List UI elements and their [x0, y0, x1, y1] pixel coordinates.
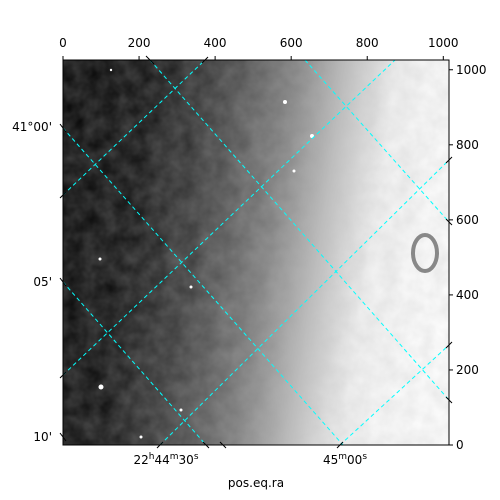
x-tick-label: 800: [356, 36, 379, 50]
frame: [62, 59, 450, 446]
coordinate-grid: [63, 60, 449, 445]
dec-tick-label: 05': [33, 275, 52, 289]
x-tick-label: 400: [204, 36, 227, 50]
ra-tick-label: 22h44m30s: [133, 452, 198, 467]
ra-tick-label: 45m00s: [323, 452, 367, 467]
world-ticks: [59, 55, 453, 449]
x-tick-label: 200: [128, 36, 151, 50]
y-tick-label: 400: [456, 288, 479, 302]
dec-tick-label: 10': [33, 430, 52, 444]
dec-tick-label: 41°00': [12, 120, 52, 134]
x-axis-label: pos.eq.ra: [228, 476, 284, 490]
y-tick-label: 1000: [456, 63, 487, 77]
y-tick-label: 600: [456, 213, 479, 227]
y-tick-label: 800: [456, 138, 479, 152]
image: [63, 60, 449, 445]
x-tick-label: 0: [59, 36, 67, 50]
x-tick-label: 600: [280, 36, 303, 50]
x-tick-label: 1000: [428, 36, 459, 50]
y-tick-label: 0: [456, 438, 464, 452]
y-tick-label: 200: [456, 363, 479, 377]
